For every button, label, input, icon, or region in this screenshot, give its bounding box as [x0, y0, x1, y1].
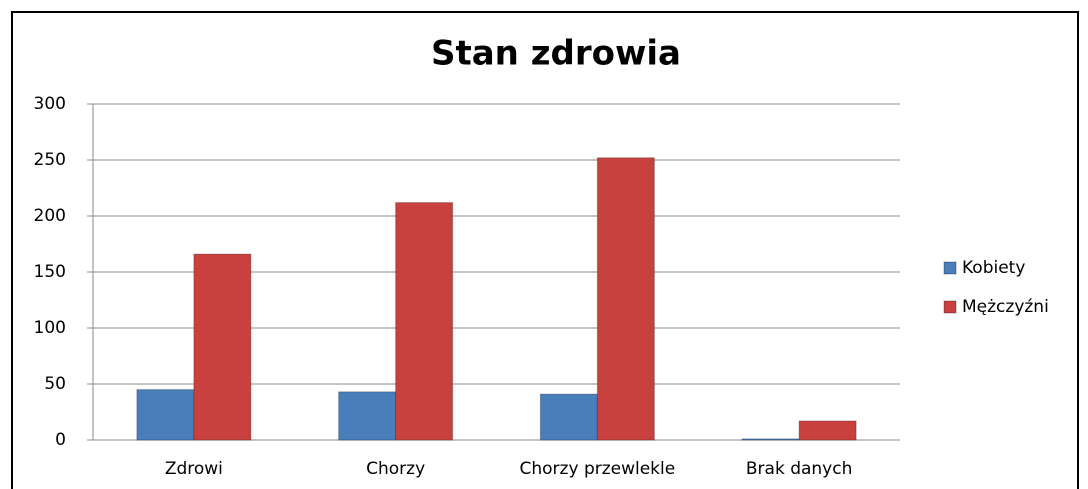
x-tick-label: Brak danych — [746, 459, 852, 479]
legend-label: Mężczyźni — [962, 297, 1049, 317]
y-tick-label: 150 — [34, 262, 66, 282]
y-tick-label: 0 — [55, 430, 66, 450]
bar — [193, 253, 252, 441]
y-tick-label: 250 — [34, 150, 66, 170]
legend-label: Kobiety — [962, 258, 1025, 278]
x-tick-label: Chorzy przewlekle — [520, 459, 676, 479]
bar — [395, 202, 454, 441]
legend-swatch — [943, 261, 957, 275]
bar — [798, 420, 857, 441]
bar — [741, 438, 800, 441]
y-tick-label: 100 — [34, 318, 66, 338]
bar — [539, 393, 598, 441]
bar — [136, 389, 195, 441]
chart-title: Stan zdrowia — [431, 34, 681, 74]
legend-swatch — [943, 300, 957, 314]
y-tick-label: 200 — [34, 206, 66, 226]
y-tick-label: 50 — [44, 374, 66, 394]
y-tick-label: 300 — [34, 94, 66, 114]
x-tick-label: Zdrowi — [165, 459, 223, 479]
bar — [338, 391, 397, 441]
x-tick-label: Chorzy — [366, 459, 425, 479]
bar — [596, 157, 655, 441]
